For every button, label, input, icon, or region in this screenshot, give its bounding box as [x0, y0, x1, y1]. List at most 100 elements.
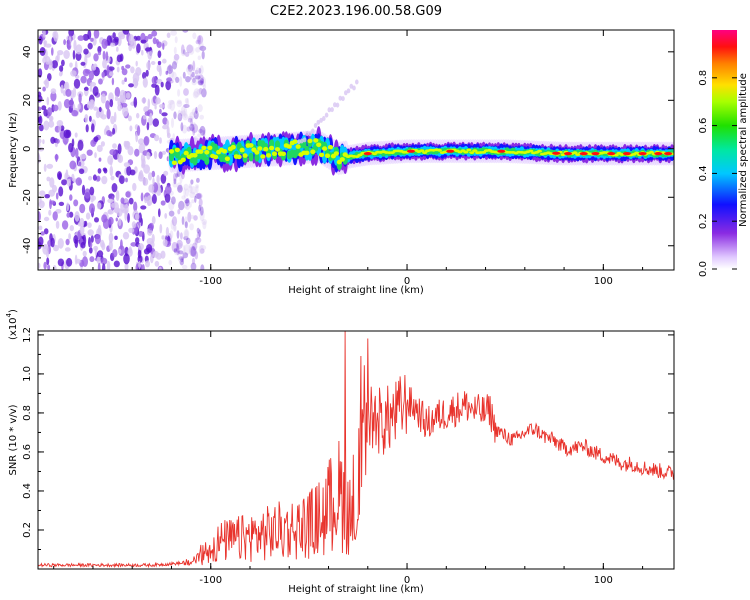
noise-blob	[183, 49, 186, 55]
noise-blob	[178, 256, 185, 261]
noise-blob	[116, 66, 120, 73]
noise-blob	[133, 201, 138, 212]
noise-blob	[192, 60, 196, 72]
noise-blob	[172, 181, 178, 188]
ridge-core	[528, 149, 534, 153]
ridge-core	[436, 148, 442, 152]
noise-blob	[70, 97, 74, 109]
ridge-core	[472, 149, 478, 153]
noise-blob	[176, 182, 183, 190]
noise-blob	[38, 138, 42, 144]
noise-blob	[188, 183, 192, 189]
noise-blob	[175, 173, 179, 178]
noise-blob	[57, 50, 64, 56]
noise-blob	[106, 35, 113, 46]
noise-blob	[40, 231, 45, 236]
streak-blob	[313, 123, 318, 128]
noise-blob	[122, 30, 130, 35]
noise-blob	[115, 217, 119, 222]
noise-blob	[166, 132, 171, 139]
noise-blob	[195, 106, 198, 114]
noise-blob	[61, 220, 69, 230]
noise-blob	[147, 200, 151, 206]
noise-blob	[183, 228, 190, 239]
noise-blob	[170, 30, 178, 36]
noise-blob	[88, 247, 93, 254]
noise-blob	[162, 239, 168, 247]
noise-blob	[195, 67, 201, 77]
noise-blob	[151, 233, 155, 244]
streak-blob	[338, 95, 343, 101]
noise-blob	[182, 264, 188, 270]
ridge-core	[174, 149, 180, 159]
noise-blob	[184, 51, 190, 57]
streak-blob	[302, 137, 307, 143]
noise-blob	[173, 111, 177, 120]
noise-blob	[196, 35, 204, 45]
noise-blob	[69, 62, 73, 68]
noise-blob	[106, 260, 111, 270]
noise-blob	[189, 223, 194, 231]
noise-blob	[132, 182, 137, 192]
noise-blob	[184, 216, 188, 227]
streak-blob	[333, 102, 337, 108]
noise-blob	[160, 173, 167, 184]
colorbar-label: Normalized spectral amplitude	[738, 73, 749, 227]
noise-blob	[75, 44, 83, 55]
noise-blob	[38, 211, 41, 222]
noise-blob	[114, 36, 119, 43]
ridge-core	[280, 151, 286, 157]
noise-blob	[176, 186, 183, 192]
noise-blob	[171, 71, 177, 80]
noise-blob	[199, 206, 204, 216]
noise-blob	[43, 40, 48, 45]
noise-blob	[58, 186, 64, 197]
noise-blob	[156, 174, 160, 184]
noise-blob	[151, 216, 156, 225]
noise-blob	[135, 237, 140, 244]
ridge-core	[469, 151, 475, 155]
ridge-core	[224, 156, 230, 162]
noise-blob	[189, 111, 196, 120]
noise-blob	[43, 228, 49, 235]
colorbar-tick-label: 0.0	[698, 261, 709, 277]
noise-blob	[72, 178, 77, 183]
noise-blob	[121, 209, 129, 214]
snr-axes: -100 0 100 0.2 0.4 0.6 0.8 1.0 1.2	[22, 327, 674, 586]
noise-blob	[165, 185, 172, 195]
noise-blob	[93, 245, 99, 251]
noise-blob	[96, 175, 101, 182]
noise-blob	[190, 246, 197, 258]
noise-blob	[78, 161, 82, 167]
noise-blob	[45, 56, 51, 65]
x-tick-label: -100	[199, 575, 222, 586]
noise-blob	[90, 197, 94, 203]
noise-blob	[66, 202, 70, 211]
noise-blob	[160, 200, 166, 206]
noise-blob	[199, 125, 206, 136]
noise-blob	[121, 102, 128, 108]
noise-blob	[140, 205, 147, 210]
noise-blob	[196, 177, 200, 183]
ridge-core	[327, 145, 334, 150]
ridge-core	[419, 149, 425, 153]
noise-blob	[42, 139, 45, 145]
noise-blob	[100, 141, 105, 147]
ridge-core	[183, 150, 189, 156]
noise-blob	[186, 67, 190, 73]
ridge-core	[213, 154, 219, 160]
noise-blob	[109, 165, 114, 177]
noise-blob	[162, 124, 169, 130]
noise-blob	[187, 64, 194, 72]
ridge-core	[648, 150, 655, 154]
noise-blob	[83, 220, 88, 227]
noise-blob	[125, 177, 128, 183]
noise-blob	[191, 108, 198, 116]
noise-blob	[98, 157, 102, 162]
noise-blob	[75, 177, 83, 186]
noise-blob	[45, 43, 52, 48]
noise-blob	[151, 194, 157, 204]
noise-blob	[85, 212, 91, 220]
noise-blob	[173, 248, 177, 253]
noise-blob	[127, 248, 133, 257]
